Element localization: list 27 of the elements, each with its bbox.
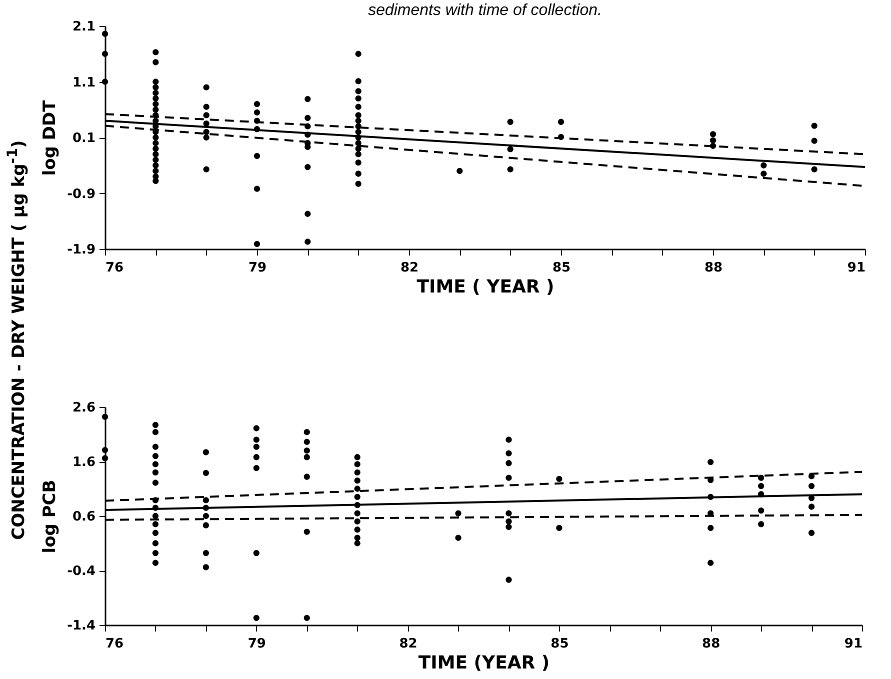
y-tick-label: 0.6 — [72, 510, 96, 524]
y-tick-label: -1.9 — [67, 242, 96, 258]
x-tick-label: 82 — [400, 260, 419, 276]
x-tick-label: 79 — [248, 260, 267, 276]
x-tick-label: 91 — [844, 636, 862, 652]
x-tick-label: 82 — [399, 636, 418, 652]
y-tick-label: -1.4 — [67, 618, 96, 634]
x-tick-label: 88 — [702, 636, 720, 652]
x-tick-label: 88 — [704, 260, 723, 276]
y-tick-label: 0.1 — [72, 131, 96, 146]
y-tick-label: 2.1 — [72, 20, 96, 34]
x-tick-label: 76 — [106, 260, 124, 276]
x-tick-label: 76 — [106, 636, 124, 652]
y-tick-label: 1.6 — [72, 455, 96, 470]
x-tick-label: 85 — [550, 636, 569, 652]
x-tick-label: 91 — [847, 260, 866, 276]
x-axis-title: TIME ( YEAR ) — [416, 276, 554, 298]
y-axis-title: log PCB — [40, 480, 60, 554]
y-tick-label: 2.6 — [72, 400, 96, 416]
x-tick-label: 79 — [248, 636, 266, 652]
y-axis-title: log DDT — [40, 100, 60, 176]
y-tick-label: -0.4 — [67, 564, 96, 579]
y-tick-label: 1.1 — [72, 75, 96, 90]
chart-title: sediments with time of collection. — [368, 2, 602, 19]
x-tick-label: 85 — [552, 260, 571, 276]
x-axis-title: TIME (YEAR ) — [418, 652, 550, 674]
y-tick-label: -0.9 — [67, 186, 96, 202]
